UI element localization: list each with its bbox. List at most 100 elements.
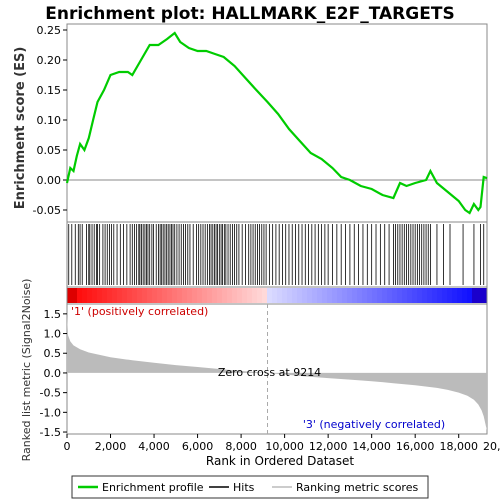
color-bar-segment <box>297 288 302 303</box>
color-bar-segment <box>247 288 252 303</box>
color-bar-segment <box>457 288 462 303</box>
color-bar-segment <box>352 288 357 303</box>
color-bar-segment <box>162 288 167 303</box>
x-tick-label: 2,000 <box>95 440 127 453</box>
es-y-tick-label: 0.25 <box>37 24 62 37</box>
es-panel-frame <box>67 24 487 222</box>
color-bar-segment <box>87 288 92 303</box>
color-bar-segment <box>427 288 432 303</box>
color-bar-segment <box>117 288 122 303</box>
color-bar-segment <box>377 288 382 303</box>
color-bar-segment <box>217 288 222 303</box>
color-bar-segment <box>77 288 82 303</box>
color-bar-segment <box>332 288 337 303</box>
zero-cross-label: Zero cross at 9214 <box>218 366 321 379</box>
color-bar-segment <box>202 288 207 303</box>
metric-y-tick-label: 1.0 <box>44 328 62 341</box>
color-bar-segment <box>312 288 317 303</box>
negative-correlated-label: '3' (negatively correlated) <box>303 418 445 431</box>
color-bar-segment <box>157 288 162 303</box>
color-bar-segment <box>102 288 107 303</box>
color-bar-segment <box>147 288 152 303</box>
color-bar-segment <box>467 288 472 303</box>
color-bar-segment <box>97 288 102 303</box>
color-bar-segment <box>272 288 277 303</box>
color-bar-segment <box>372 288 377 303</box>
es-y-ticks: -0.05 0.00 0.05 0.10 0.15 0.20 0.25 <box>33 24 67 217</box>
color-bar-segment <box>302 288 307 303</box>
es-y-tick-label: -0.05 <box>33 204 61 217</box>
color-bar-segment <box>152 288 157 303</box>
color-bar-segment <box>472 288 477 303</box>
es-y-tick-label: 0.00 <box>37 174 62 187</box>
legend-label-metric: Ranking metric scores <box>296 481 418 494</box>
metric-y-axis-label: Ranked list metric (Signal2Noise) <box>20 279 33 462</box>
color-bar-segment <box>207 288 212 303</box>
x-axis-label: Rank in Ordered Dataset <box>206 454 354 468</box>
color-bar-segment <box>67 288 72 303</box>
color-bar-segment <box>342 288 347 303</box>
es-y-tick-label: 0.15 <box>37 84 62 97</box>
color-bar-segment <box>477 288 482 303</box>
color-bar-segment <box>212 288 217 303</box>
x-tick-label: 0 <box>64 440 71 453</box>
metric-y-tick-label: -1.0 <box>40 406 61 419</box>
x-tick-label: 20,000 <box>483 440 500 453</box>
color-bar-segment <box>387 288 392 303</box>
color-bar-segment <box>442 288 447 303</box>
color-bar-segment <box>322 288 327 303</box>
color-bar-segment <box>287 288 292 303</box>
color-bar-segment <box>292 288 297 303</box>
metric-y-tick-label: 0.0 <box>44 367 62 380</box>
color-bar-segment <box>317 288 322 303</box>
color-bar-segment <box>347 288 352 303</box>
es-y-tick-label: 0.10 <box>37 114 62 127</box>
color-bar-segment <box>282 288 287 303</box>
color-bar-segment <box>222 288 227 303</box>
color-bar-segment <box>142 288 147 303</box>
color-bar-segment <box>177 288 182 303</box>
color-bar-segment <box>197 288 202 303</box>
color-bar-segment <box>432 288 437 303</box>
color-bar-segment <box>307 288 312 303</box>
color-bar-segment <box>242 288 247 303</box>
es-y-tick-label: 0.05 <box>37 144 62 157</box>
color-bar-segment <box>237 288 242 303</box>
color-bar-segment <box>402 288 407 303</box>
es-y-tick-label: 0.20 <box>37 54 62 67</box>
color-bar-segment <box>412 288 417 303</box>
metric-y-tick-label: -1.5 <box>40 426 61 439</box>
rank-color-bar <box>67 288 487 303</box>
x-tick-label: 10,000 <box>265 440 304 453</box>
color-bar-segment <box>367 288 372 303</box>
color-bar-segment <box>192 288 197 303</box>
color-bar-segment <box>337 288 342 303</box>
x-tick-label: 4,000 <box>138 440 170 453</box>
color-bar-segment <box>277 288 282 303</box>
color-bar-segment <box>357 288 362 303</box>
color-bar-segment <box>92 288 97 303</box>
color-bar-segment <box>257 288 262 303</box>
es-y-axis-label: Enrichment score (ES) <box>13 47 28 210</box>
color-bar-segment <box>382 288 387 303</box>
color-bar-segment <box>327 288 332 303</box>
color-bar-segment <box>137 288 142 303</box>
color-bar-segment <box>187 288 192 303</box>
metric-y-tick-label: -0.5 <box>40 387 61 400</box>
color-bar-segment <box>422 288 427 303</box>
color-bar-segment <box>417 288 422 303</box>
x-tick-label: 16,000 <box>396 440 435 453</box>
color-bar-segment <box>227 288 232 303</box>
metric-y-tick-label: 0.5 <box>44 347 62 360</box>
color-bar-segment <box>132 288 137 303</box>
color-bar-segment <box>397 288 402 303</box>
color-bar-segment <box>232 288 237 303</box>
x-tick-label: 8,000 <box>225 440 257 453</box>
chart-title: Enrichment plot: HALLMARK_E2F_TARGETS <box>45 4 454 24</box>
color-bar-segment <box>437 288 442 303</box>
x-tick-label: 6,000 <box>182 440 214 453</box>
color-bar-segment <box>267 288 272 303</box>
legend-label-hits: Hits <box>233 481 255 494</box>
